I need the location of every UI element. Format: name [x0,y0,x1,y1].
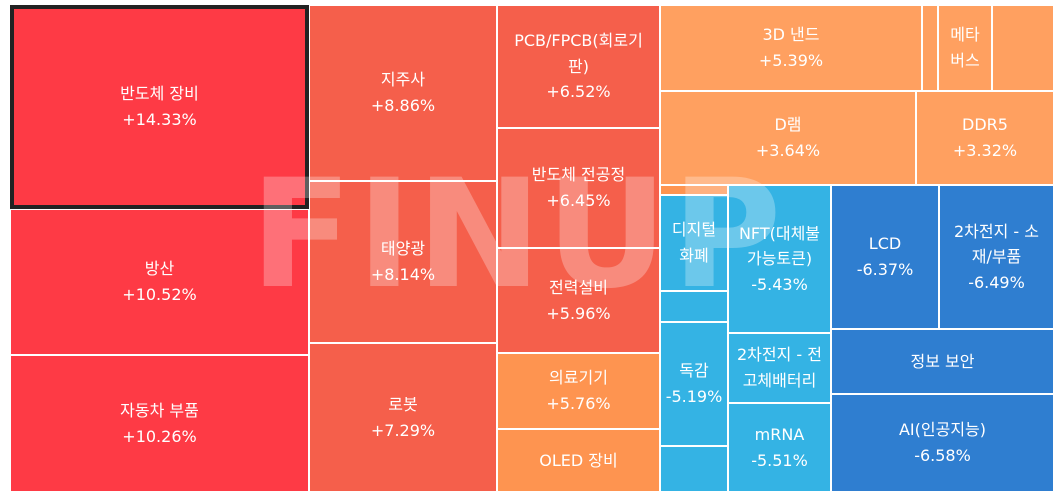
sector-change: +5.96% [546,303,611,323]
sector-change: -5.51% [751,450,808,470]
sector-tile[interactable]: 2차전지 - 전고체배터리 [728,333,831,403]
sector-tile[interactable]: 메타버스 [938,5,992,91]
sector-tile[interactable]: 3D 낸드 +5.39% [660,5,922,91]
sector-tile[interactable]: 로봇 +7.29% [309,343,497,492]
sector-change: +8.86% [370,96,436,115]
sector-name: mRNA [754,424,805,444]
sector-tile[interactable]: 전력설비 +5.96% [497,248,660,353]
sector-tile[interactable]: D램 +3.64% [660,91,916,185]
sector-name: 태양광 [380,239,426,259]
sector-change: +8.14% [370,265,436,284]
sector-tile[interactable]: mRNA -5.51% [728,403,831,492]
sector-change: -6.49% [968,272,1025,292]
sector-tile[interactable]: 방산 +10.52% [10,209,309,355]
sector-name: 전력설비 [549,277,608,297]
sector-change: -5.19% [665,387,723,406]
sector-tile[interactable]: 의료기기 +5.76% [497,353,660,429]
sector-change: +3.64% [755,141,821,160]
sector-tile[interactable]: 디지털화폐 [660,195,728,291]
sector-tile[interactable]: 반도체 장비 +14.33% [10,5,309,209]
sector-name: 정보 보안 [910,351,975,371]
sector-tile[interactable]: 태양광 +8.14% [309,181,497,343]
sector-tile[interactable]: 반도체 전공정 +6.45% [497,128,660,248]
sector-name: AI(인공지능) [898,420,987,440]
sector-name: 자동차 부품 [120,400,199,420]
sector-tile[interactable]: DDR5 +3.32% [916,91,1054,185]
sector-name: LCD [868,234,902,254]
sector-tile[interactable]: 정보 보안 [831,329,1054,394]
sector-name: 독감 [679,361,709,381]
sector-name: 지주사 [380,70,426,90]
sector-name: 의료기기 [549,368,608,388]
sector-name: 3D 낸드 [762,25,820,45]
sector-change: +14.33% [122,110,197,129]
sector-change: -6.37% [856,260,914,279]
sector-name: DDR5 [962,115,1008,135]
sector-tile[interactable]: 자동차 부품 +10.26% [10,355,309,492]
sector-name: D램 [774,115,802,135]
sector-change: +7.29% [370,420,436,440]
sector-name: 반도체 전공정 [531,165,626,185]
sector-name: PCB/FPCB(회로기판) [514,31,643,76]
sector-name: 메타버스 [950,25,980,70]
sector-tile[interactable]: LCD -6.37% [831,185,939,329]
sector-name: 방산 [144,259,175,279]
sector-change: +5.76% [546,394,611,413]
sector-change: +5.39% [758,51,824,70]
sector-tile[interactable]: OLED 장비 [497,429,660,492]
sector-tile[interactable]: NFT(대체불가능토큰) -5.43% [728,185,831,333]
sector-tile[interactable]: 지주사 +8.86% [309,5,497,181]
sector-name: 반도체 장비 [120,84,199,104]
sector-tile[interactable]: PCB/FPCB(회로기판) +6.52% [497,5,660,128]
sector-change: -5.43% [751,274,808,294]
sector-tile[interactable]: 독감 -5.19% [660,322,728,446]
sector-name: OLED 장비 [539,450,618,470]
sector-name: NFT(대체불가능토큰) [738,223,821,269]
sector-name: 2차전지 - 소재/부품 [953,221,1039,267]
sector-tile[interactable] [660,185,728,195]
sector-change: -6.58% [914,446,971,465]
sector-change: +10.52% [122,285,197,304]
sector-tile[interactable] [992,5,1054,91]
sector-tile[interactable] [922,5,938,91]
sector-change: +10.26% [122,426,197,446]
sector-change: +6.52% [546,82,611,102]
sector-change: +3.32% [952,141,1018,160]
sector-tile[interactable] [660,291,728,322]
sector-change: +6.45% [546,191,611,210]
sector-name: 디지털화폐 [671,220,717,265]
sector-name: 로봇 [388,394,418,414]
sector-tile[interactable]: AI(인공지능) -6.58% [831,394,1054,492]
sector-tile[interactable] [660,446,728,492]
sector-name: 2차전지 - 전고체배터리 [736,345,822,390]
sector-tile[interactable]: 2차전지 - 소재/부품 -6.49% [939,185,1054,329]
